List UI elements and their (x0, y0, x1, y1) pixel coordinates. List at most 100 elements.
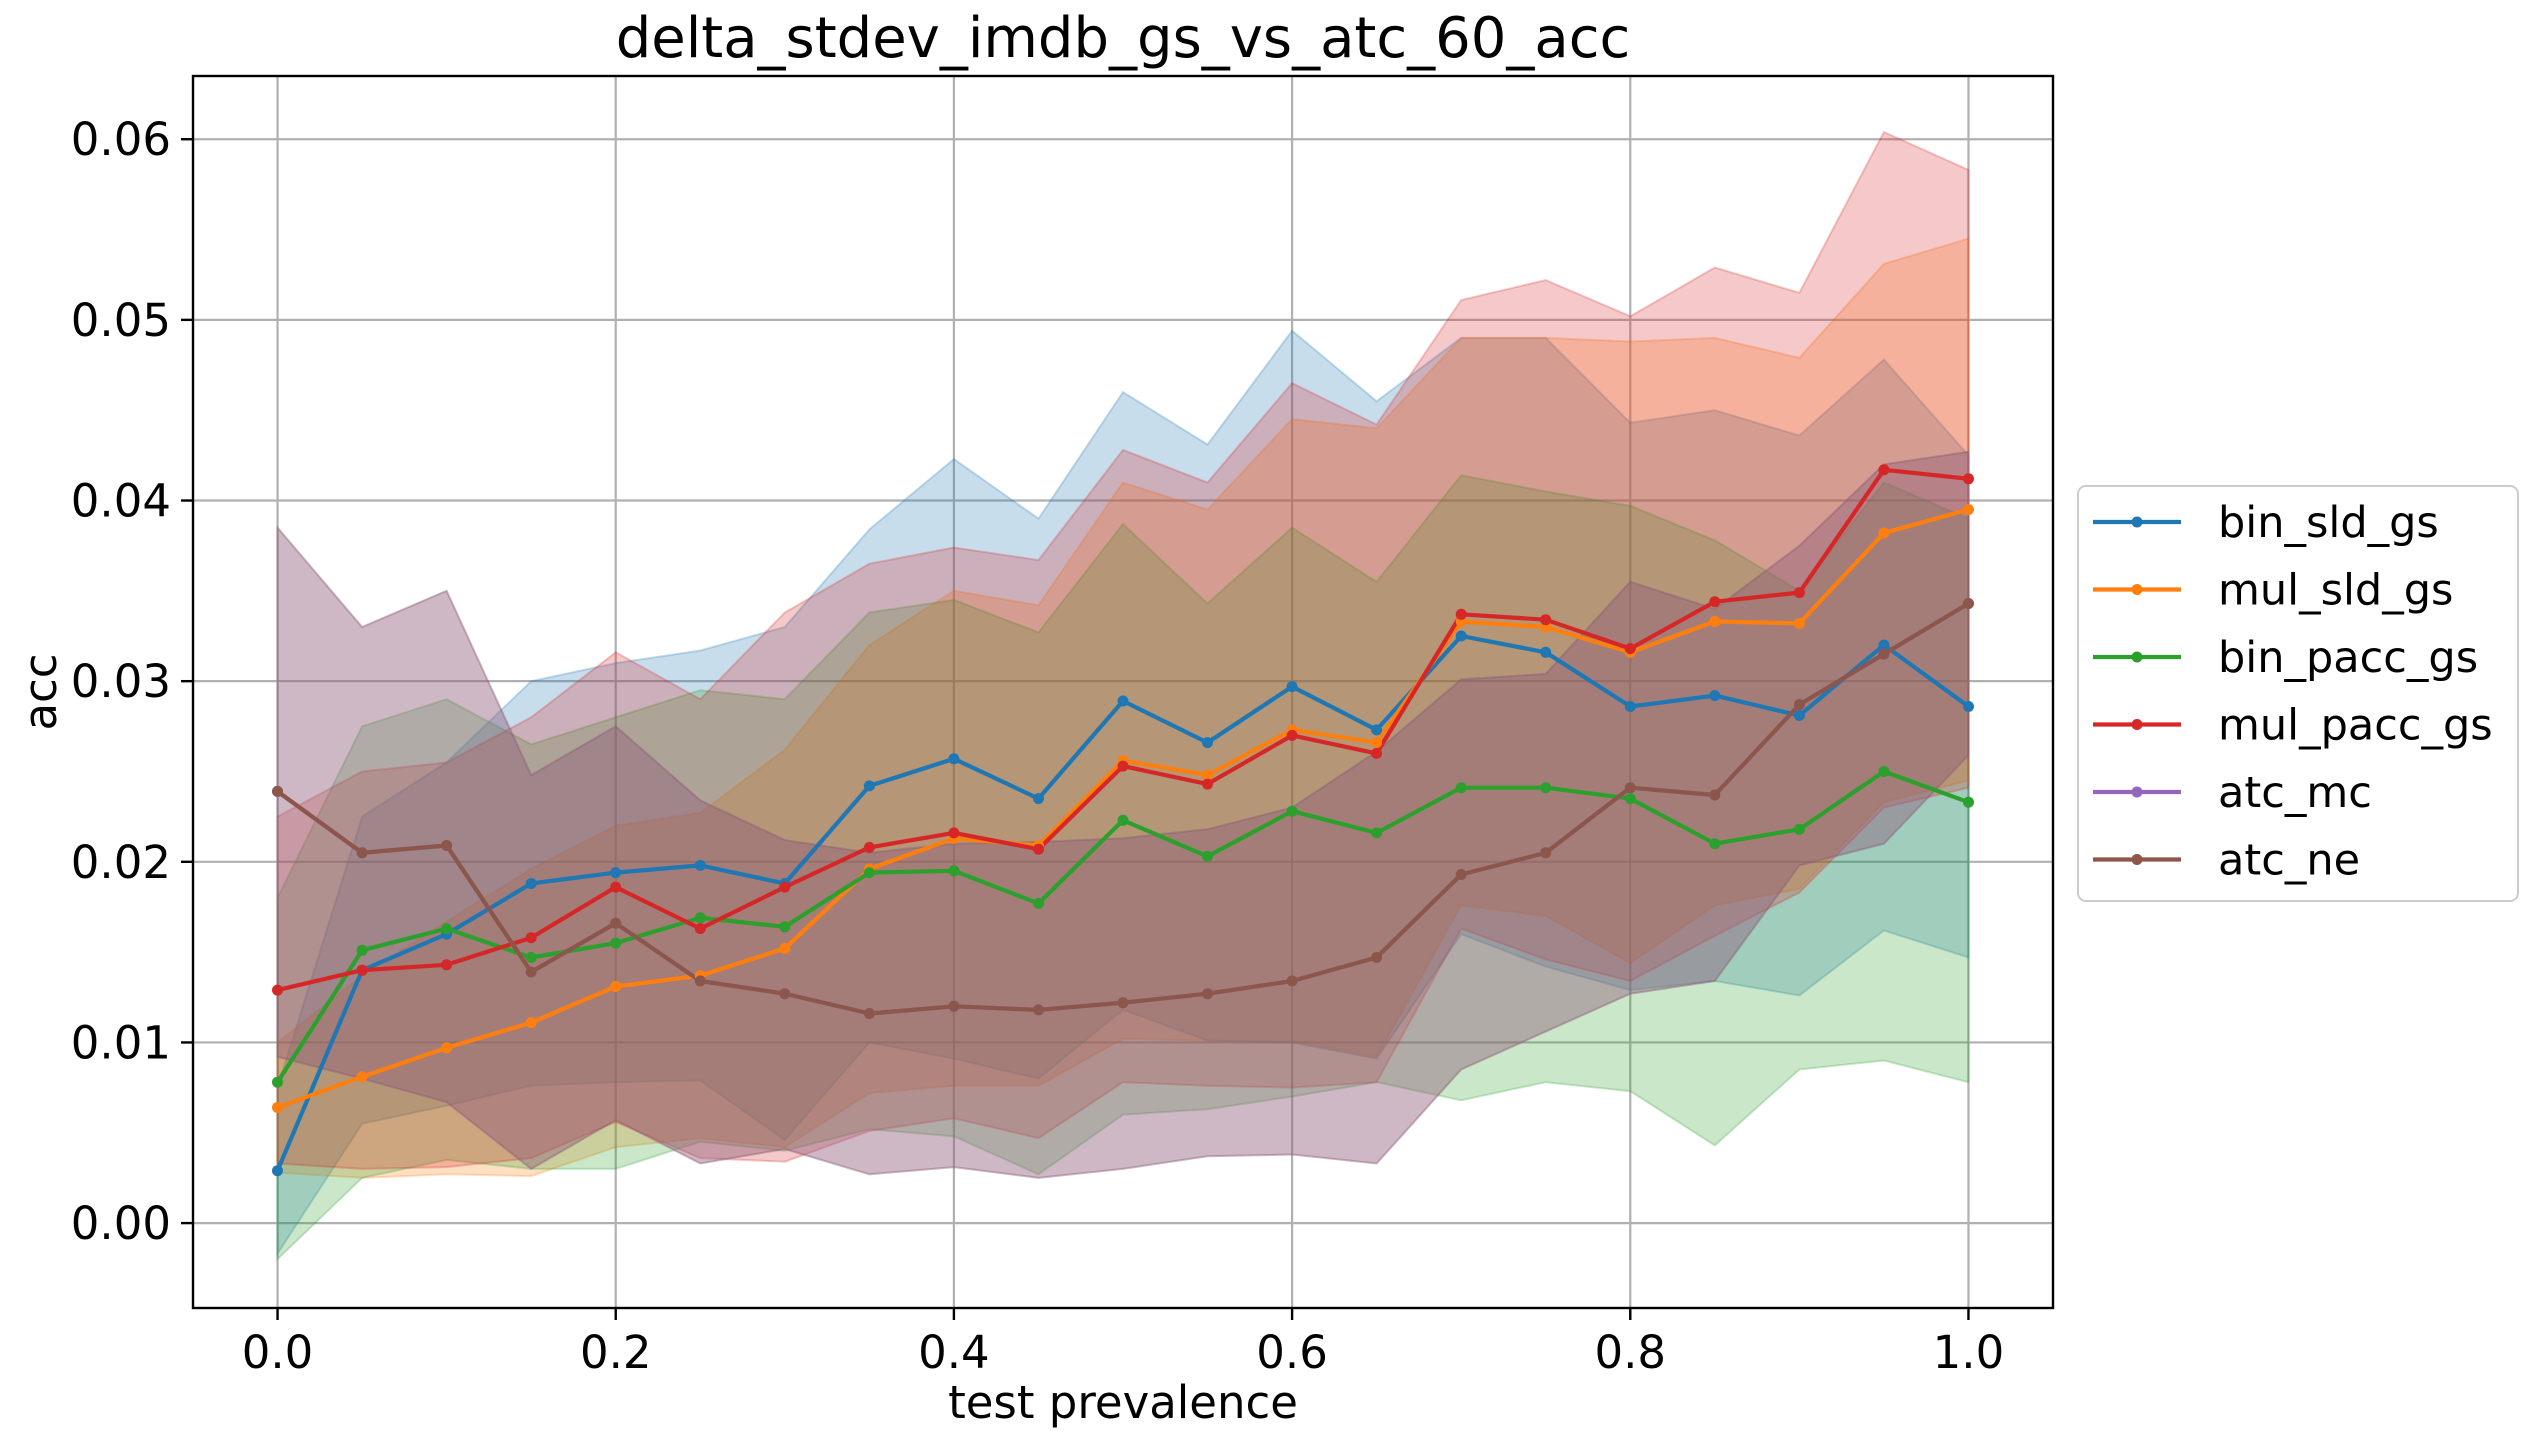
point-atc_ne (356, 847, 368, 859)
x-tick-label: 0.4 (918, 1326, 990, 1379)
y-tick-label: 0.04 (71, 475, 171, 528)
grid (193, 76, 2053, 1308)
y-tick-label: 0.06 (71, 113, 171, 166)
point-bin_pacc_gs (948, 865, 960, 877)
band-mul_pacc_gs (276, 130, 1970, 1170)
point-mul_sld_gs (356, 1071, 368, 1083)
band-mul_sld_gs (276, 237, 1970, 1179)
point-bin_sld_gs (1624, 701, 1636, 712)
point-atc_ne (694, 975, 706, 987)
legend-label-mul_pacc_gs: mul_pacc_gs (2218, 701, 2493, 751)
point-bin_pacc_gs (1709, 838, 1721, 850)
legend-marker-bin_sld_gs (2131, 516, 2143, 528)
point-atc_ne (779, 988, 791, 1000)
point-atc_ne (1371, 952, 1383, 963)
point-bin_sld_gs (272, 1165, 283, 1177)
point-atc_ne (948, 1000, 960, 1012)
point-bin_pacc_gs (272, 1076, 283, 1088)
point-bin_pacc_gs (1202, 850, 1213, 862)
point-mul_pacc_gs (1117, 760, 1129, 772)
point-mul_pacc_gs (1878, 464, 1890, 476)
point-atc_ne (1793, 699, 1805, 711)
point-atc_ne (610, 917, 622, 929)
legend: bin_sld_gs mul_sld_gs bin_pacc_gs mul_pacc_… (2077, 485, 2519, 902)
point-mul_pacc_gs (694, 923, 706, 935)
point-bin_sld_gs (1371, 724, 1383, 736)
point-atc_ne (1286, 975, 1298, 987)
point-mul_pacc_gs (525, 932, 537, 944)
point-atc_ne (1624, 782, 1636, 794)
point-bin_sld_gs (1202, 737, 1213, 749)
series-points (272, 464, 1974, 1177)
x-axis-label: test prevalence (948, 1376, 1298, 1429)
point-bin_sld_gs (1286, 681, 1298, 693)
point-bin_sld_gs (863, 780, 875, 792)
confidence-bands (276, 130, 1970, 1262)
legend-marker-mul_pacc_gs (2131, 719, 2143, 730)
point-mul_sld_gs (1793, 617, 1805, 629)
point-bin_pacc_gs (694, 912, 706, 924)
point-mul_pacc_gs (1540, 614, 1552, 626)
legend-marker-mul_sld_gs (2131, 584, 2143, 595)
point-mul_pacc_gs (272, 984, 283, 996)
point-mul_sld_gs (272, 1102, 283, 1113)
point-atc_ne (1709, 789, 1721, 801)
legend-label-bin_sld_gs: bin_sld_gs (2218, 498, 2439, 548)
point-bin_sld_gs (1793, 710, 1805, 721)
x-tick-label: 0.0 (242, 1326, 314, 1379)
point-atc_ne (1033, 1004, 1044, 1016)
point-bin_sld_gs (610, 867, 622, 879)
legend-label-mul_sld_gs: mul_sld_gs (2218, 566, 2453, 616)
point-bin_pacc_gs (1455, 782, 1467, 794)
point-mul_sld_gs (610, 981, 622, 992)
point-mul_pacc_gs (948, 827, 960, 839)
point-mul_sld_gs (1202, 769, 1213, 781)
point-bin_pacc_gs (1624, 793, 1636, 805)
point-mul_pacc_gs (1371, 747, 1383, 759)
point-bin_pacc_gs (779, 921, 791, 933)
plot-area-frame (191, 74, 2055, 1310)
point-bin_sld_gs (1455, 630, 1467, 642)
point-mul_sld_gs (1878, 527, 1890, 539)
point-mul_pacc_gs (1709, 596, 1721, 608)
y-tick-label: 0.05 (71, 294, 171, 347)
chart-title: delta_stdev_imdb_gs_vs_atc_60_acc (616, 6, 1631, 71)
point-bin_sld_gs (525, 878, 537, 889)
point-atc_ne (1540, 847, 1552, 859)
point-bin_pacc_gs (863, 867, 875, 879)
point-mul_pacc_gs (779, 881, 791, 893)
point-bin_pacc_gs (1371, 827, 1383, 839)
point-bin_sld_gs (1878, 639, 1890, 651)
point-mul_pacc_gs (1286, 729, 1298, 741)
point-mul_sld_gs (1371, 737, 1383, 749)
point-atc_ne (441, 840, 453, 851)
legend-marker-bin_pacc_gs (2131, 651, 2143, 663)
point-mul_pacc_gs (356, 964, 368, 976)
x-tick-label: 0.6 (1256, 1326, 1328, 1379)
legend-marker-atc_ne (2131, 854, 2143, 865)
point-atc_ne (1117, 997, 1129, 1009)
point-atc_ne (272, 785, 283, 797)
point-bin_sld_gs (1963, 701, 1974, 712)
point-mul_sld_gs (441, 1042, 453, 1054)
y-tick-label: 0.00 (71, 1197, 171, 1250)
x-tick-label: 0.8 (1594, 1326, 1666, 1379)
y-tick-label: 0.01 (71, 1016, 171, 1069)
legend-frame (2077, 485, 2519, 902)
point-mul_pacc_gs (863, 841, 875, 853)
point-mul_pacc_gs (610, 881, 622, 893)
axis-ticks: 0.0 0.2 0.4 0.6 0.8 1.0 0.00 0.01 0.02 0.03 0.04 0.… (71, 113, 2004, 1379)
legend-entries: bin_sld_gs mul_sld_gs bin_pacc_gs mul_pacc_… (2093, 498, 2493, 886)
point-atc_ne (1455, 869, 1467, 880)
point-bin_sld_gs (1709, 690, 1721, 702)
point-mul_pacc_gs (1624, 643, 1636, 655)
x-tick-label: 0.2 (580, 1326, 652, 1379)
point-bin_pacc_gs (441, 923, 453, 935)
point-atc_ne (1202, 988, 1213, 1000)
point-bin_pacc_gs (1540, 782, 1552, 794)
point-mul_sld_gs (525, 1017, 537, 1029)
x-tick-label: 1.0 (1933, 1326, 2005, 1379)
y-tick-label: 0.02 (71, 836, 171, 889)
band-bin_sld_gs (276, 329, 1970, 1258)
